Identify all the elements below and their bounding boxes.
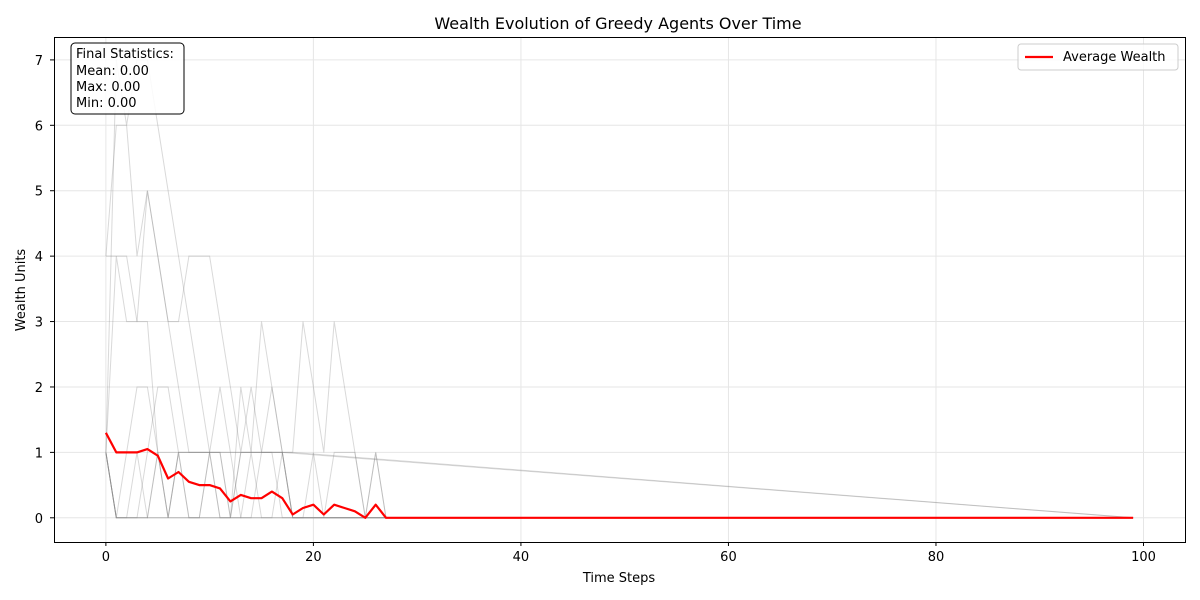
y-tick-label: 4 [35,250,43,265]
stats-line-title: Final Statistics: [76,47,174,62]
x-tick-label: 60 [720,550,737,565]
x-tick-label: 100 [1131,550,1156,565]
x-axis-label: Time Steps [582,571,656,586]
x-tick-label: 40 [513,550,530,565]
x-tick-label: 20 [305,550,322,565]
average-line-group [104,432,1134,519]
agent-line-6 [105,386,1134,519]
y-tick-label: 6 [35,119,43,134]
stats-line-min: Min: 0.00 [76,96,137,111]
legend-label-average: Average Wealth [1063,50,1166,65]
x-tick-label: 0 [102,550,110,565]
agent-line-8 [105,452,1134,519]
legend-frame [1017,43,1179,71]
chart-title: Wealth Evolution of Greedy Agents Over T… [434,14,801,33]
stats-line-mean: Mean: 0.00 [76,64,149,79]
stats-line-max: Max: 0.00 [76,80,140,95]
y-axis-label: Wealth Units [14,249,29,332]
agent-line-1 [105,255,1134,519]
grid [54,37,1185,542]
agent-line-7 [105,451,1134,519]
y-tick-label: 7 [35,54,43,69]
y-tick-label: 3 [35,316,43,331]
y-tick-label: 2 [35,381,43,396]
y-tick-label: 1 [35,446,43,461]
stats-box: Final Statistics: Mean: 0.00 Max: 0.00 M… [70,42,185,115]
agent-lines [105,59,1134,519]
x-ticks: 0 20 40 60 80 100 [102,542,1156,565]
y-ticks: 0 1 2 3 4 5 6 7 [35,54,54,527]
agent-line-2 [105,124,1134,519]
agent-line-9 [105,452,1134,519]
average-wealth-line [104,432,1134,519]
stats-box-frame [70,42,185,115]
plot-frame [54,37,1186,543]
agent-line-3 [105,190,1134,519]
y-tick-label: 0 [35,512,43,527]
legend: Average Wealth [1017,43,1179,71]
y-tick-label: 5 [35,185,43,200]
x-tick-label: 80 [928,550,945,565]
agent-line-4 [105,59,1134,519]
